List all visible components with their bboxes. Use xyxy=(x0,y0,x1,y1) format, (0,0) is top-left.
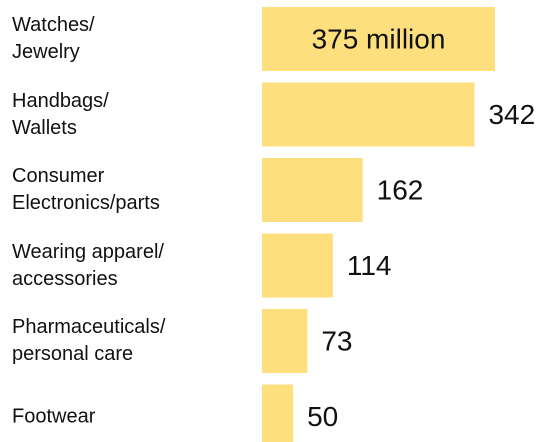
bar xyxy=(262,158,363,222)
bar xyxy=(262,309,308,373)
category-label: Wearing apparel/ accessories xyxy=(12,240,164,290)
category-label: Handbags/ Wallets xyxy=(12,89,109,139)
bar xyxy=(262,82,475,147)
value-label: 114 xyxy=(347,250,392,281)
value-label: 342 xyxy=(488,99,535,130)
category-label: Footwear xyxy=(12,405,96,427)
bar xyxy=(262,384,294,442)
category-label: Consumer Electronics/parts xyxy=(12,165,160,214)
bar xyxy=(262,233,333,298)
bar xyxy=(262,7,495,71)
value-label: 73 xyxy=(321,325,352,356)
category-label: Watches/ Jewelry xyxy=(12,14,95,63)
value-label: 50 xyxy=(307,401,338,432)
category-label: Pharmaceuticals/ personal care xyxy=(12,316,166,365)
value-label: 162 xyxy=(377,174,424,205)
value-label: 375 million xyxy=(312,23,446,54)
